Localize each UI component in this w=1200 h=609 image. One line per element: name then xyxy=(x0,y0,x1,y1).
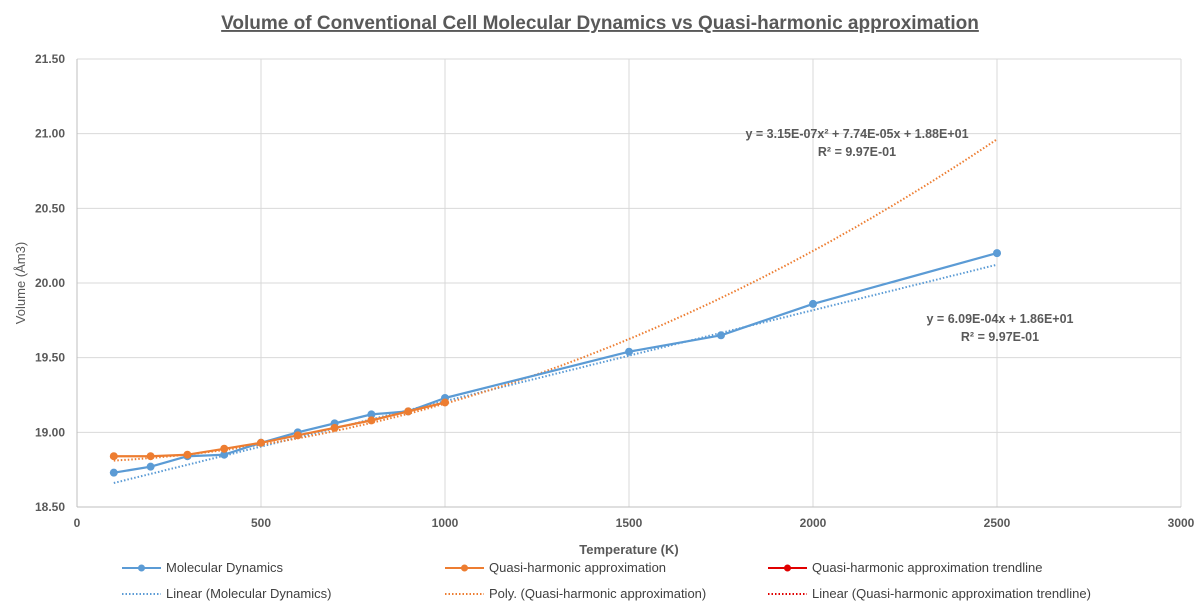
x-axis-label: Temperature (K) xyxy=(579,542,678,557)
y-tick-label: 21.50 xyxy=(35,52,65,66)
data-point xyxy=(330,423,339,432)
poly-trendline-equation: y = 3.15E-07x² + 7.74E-05x + 1.88E+01 xyxy=(745,127,968,141)
legend-label: Quasi-harmonic approximation trendline xyxy=(812,560,1043,575)
legend-label: Linear (Quasi-harmonic approximation tre… xyxy=(812,586,1091,601)
legend-label: Poly. (Quasi-harmonic approximation) xyxy=(489,586,706,601)
data-point xyxy=(183,450,192,459)
data-point xyxy=(293,431,302,440)
data-point xyxy=(993,249,1001,258)
series-line xyxy=(113,401,446,458)
series-line xyxy=(113,252,998,474)
y-axis-label: Volume (Åm3) xyxy=(13,242,28,324)
data-point xyxy=(625,347,633,356)
data-point xyxy=(109,452,118,461)
chart-title: Volume of Conventional Cell Molecular Dy… xyxy=(221,13,979,34)
md-linear-trendline-equation: y = 6.09E-04x + 1.86E+01 xyxy=(927,312,1074,326)
legend-swatch-marker xyxy=(784,564,791,572)
data-point xyxy=(109,468,118,477)
legend-swatch-marker xyxy=(138,564,145,572)
x-tick-label: 1500 xyxy=(616,516,643,530)
y-tick-label: 18.50 xyxy=(35,500,65,514)
x-tick-label: 500 xyxy=(251,516,271,530)
data-point xyxy=(220,450,229,459)
trendline-polynomial xyxy=(113,138,998,462)
legend-label: Linear (Molecular Dynamics) xyxy=(166,586,331,601)
data-point xyxy=(146,452,155,461)
data-point xyxy=(146,462,155,471)
data-point xyxy=(441,398,449,407)
y-tick-label: 20.50 xyxy=(35,201,65,215)
data-point xyxy=(717,331,725,340)
legend-label: Molecular Dynamics xyxy=(166,560,284,575)
x-tick-label: 1000 xyxy=(432,516,459,530)
data-point xyxy=(257,438,265,447)
y-tick-label: 19.50 xyxy=(35,351,65,365)
legend-swatch-marker xyxy=(461,564,468,572)
x-tick-label: 2500 xyxy=(984,516,1011,530)
series xyxy=(109,249,1001,477)
x-tick-label: 2000 xyxy=(800,516,827,530)
data-point xyxy=(404,407,413,416)
trendline-linear xyxy=(113,263,998,484)
data-point xyxy=(367,416,376,425)
md-linear-trendline-r2: R² = 9.97E-01 xyxy=(961,330,1039,344)
legend-label: Quasi-harmonic approximation xyxy=(489,560,666,575)
legend: Molecular Dynamics Quasi-harmonic approxi… xyxy=(122,560,1091,601)
data-point xyxy=(809,299,817,308)
trendlines xyxy=(113,138,998,484)
y-tick-label: 19.00 xyxy=(35,425,65,439)
x-tick-label: 0 xyxy=(74,516,81,530)
poly-trendline-r2: R² = 9.97E-01 xyxy=(818,145,896,159)
x-ticks: 0 500 1000 1500 2000 2500 3000 xyxy=(74,516,1195,530)
x-tick-label: 3000 xyxy=(1168,516,1195,530)
data-point xyxy=(220,444,229,453)
data-point xyxy=(367,410,376,419)
y-tick-label: 21.00 xyxy=(35,127,65,141)
grid xyxy=(76,58,1182,508)
y-ticks: 18.50 19.00 19.50 20.00 20.50 21.00 21.50 xyxy=(35,52,65,514)
y-tick-label: 20.00 xyxy=(35,276,65,290)
